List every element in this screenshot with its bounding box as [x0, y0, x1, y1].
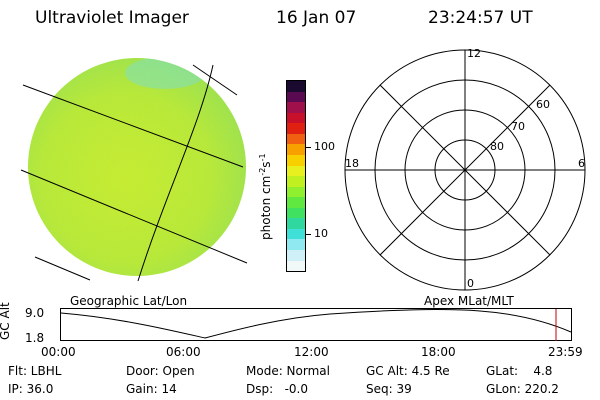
polar-label-0: 0: [467, 277, 474, 290]
colorbar-band: [287, 260, 305, 272]
orbit-ylabel: GC Alt: [0, 302, 12, 340]
colorbar-band: [287, 91, 305, 103]
colorbar-tick-10: 10: [314, 227, 328, 240]
polar-label-12: 12: [467, 47, 481, 60]
colorbar-band: [287, 176, 305, 187]
apex-label: Apex MLat/MLT: [424, 294, 514, 308]
orbit-xtick-1200: 12:00: [294, 345, 329, 359]
orbit-altitude-plot: [60, 308, 572, 341]
colorbar-band: [287, 207, 305, 219]
orbit-xtick-1800: 18:00: [421, 345, 456, 359]
status-mode: Mode: Normal: [246, 364, 330, 378]
colorbar-band: [287, 133, 305, 145]
colorbar-band: [287, 197, 305, 208]
colorbar-band: [287, 239, 305, 250]
orbit-xtick-0000: 00:00: [41, 345, 76, 359]
status-seq: Seq: 39: [366, 382, 412, 396]
polar-label-70: 70: [511, 120, 525, 133]
polar-label-60: 60: [536, 98, 550, 111]
orbit-xtick-0600: 06:00: [166, 345, 201, 359]
geographic-grid-lines: [20, 64, 248, 282]
orbit-ytick-1.8: 1.8: [25, 331, 45, 345]
colorbar: [286, 80, 306, 272]
orbit-altitude-curve: [60, 309, 572, 339]
status-dsp: Dsp: -0.0: [246, 382, 309, 396]
colorbar-band: [287, 144, 305, 155]
colorbar-band: [287, 123, 305, 134]
status-glat: GLat: 4.8: [486, 364, 553, 378]
status-glon: GLon: 220.2: [486, 382, 559, 396]
colorbar-band: [287, 112, 305, 124]
status-gain: Gain: 14: [126, 382, 177, 396]
app-title: Ultraviolet Imager: [35, 8, 189, 28]
status-ip: IP: 36.0: [8, 382, 54, 396]
orbit-xtick-2359: 23:59: [548, 345, 583, 359]
polar-mlt-plot: [344, 49, 586, 291]
colorbar-band: [287, 102, 305, 113]
uv-image-panel: [20, 58, 248, 282]
polar-label-80: 80: [490, 140, 504, 153]
polar-label-6: 6: [578, 157, 585, 170]
status-door: Door: Open: [126, 364, 195, 378]
colorbar-band: [287, 218, 305, 229]
colorbar-band: [287, 228, 305, 240]
orbit-ytick-9: 9.0: [25, 306, 45, 320]
colorbar-band: [287, 165, 305, 177]
colorbar-band: [287, 81, 305, 92]
geographic-label: Geographic Lat/Lon: [70, 294, 188, 308]
colorbar-band: [287, 154, 305, 166]
date-label: 16 Jan 07: [276, 8, 357, 28]
time-label: 23:24:57 UT: [428, 8, 533, 28]
colorbar-band: [287, 186, 305, 198]
colorbar-band: [287, 250, 305, 261]
colorbar-tick-100: 100: [314, 140, 335, 153]
status-flt: Flt: LBHL: [8, 364, 62, 378]
colorbar-unit-label: photon cm-2s-1: [258, 153, 273, 240]
polar-label-18: 18: [345, 157, 359, 170]
status-gcalt: GC Alt: 4.5 Re: [366, 364, 450, 378]
